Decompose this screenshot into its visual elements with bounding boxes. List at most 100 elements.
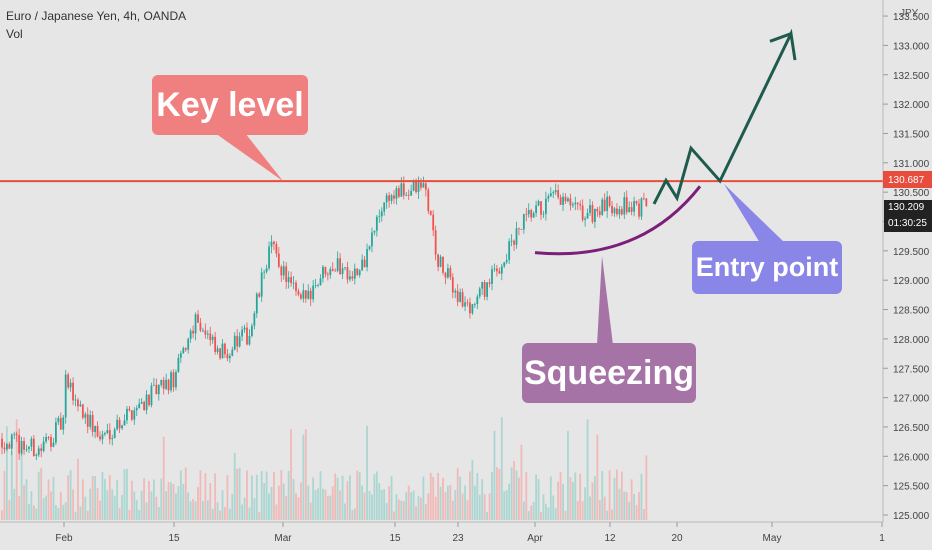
volume-bar [113,495,116,520]
volume-bar [177,486,180,520]
volume-bar [57,507,60,520]
volume-bar [72,489,74,520]
volume-bar [569,477,572,520]
volume-bar [15,419,18,520]
volume-bar [64,502,67,520]
candle-body [341,268,344,275]
entry-point-callout-text: Entry point [695,252,839,282]
volume-bar [153,479,155,520]
volume-bar [326,496,329,520]
volume-bar [393,511,395,520]
volume-bar [148,480,150,520]
candle-body [170,372,172,391]
volume-bar [498,468,501,520]
candle-body [309,290,312,300]
candle-body [557,190,560,198]
candle-body [263,271,266,273]
candle-body [130,410,133,420]
candle-body [214,336,217,352]
chart-title: Euro / Japanese Yen, 4h, OANDA [6,9,187,23]
candle-body [37,448,40,455]
y-tick-label: 126.500 [893,423,930,434]
candle-body [304,290,307,299]
candle-body [204,330,207,335]
candle-body [143,401,145,411]
volume-bar [91,475,94,520]
candle-body [586,212,589,219]
candle-body [451,277,454,293]
volume-bar [473,485,476,520]
volume-bar [37,471,40,520]
key-level-callout: Key level [152,75,308,135]
volume-bar [295,493,297,520]
volume-bar [260,471,263,520]
volume-bar [140,490,143,520]
candle-body [638,203,640,217]
volume-bar [496,467,498,520]
candle-body [162,379,165,389]
volume-bar [429,472,432,520]
candle-body [260,272,263,297]
candle-body [287,277,290,282]
candle-body [179,353,182,358]
volume-bar [226,475,229,520]
candle-body [329,268,332,275]
candle-body [510,240,513,242]
volume-bar [412,490,415,520]
volume-bar [633,494,635,520]
candle-body [290,277,292,284]
candle-body [219,348,221,359]
volume-bar [265,471,268,520]
volume-bar [282,483,285,520]
key-level-price-label: 130.687 [888,175,925,186]
candle-body [363,259,366,268]
candle-body [415,181,417,193]
volume-bar [616,469,618,520]
volume-bar [486,511,488,520]
candle-body [613,208,616,214]
x-axis-ticks: Feb 15 Mar 15 23 Apr 12 20 May 1 [55,522,885,544]
candle-body [378,216,381,218]
volume-bar [55,505,57,520]
candle-body [623,197,626,215]
candle-body [520,229,523,230]
volume-bar [302,434,305,520]
candle-body [322,266,324,279]
y-tick-label: 125.000 [893,511,930,522]
volume-bar [204,473,207,520]
candle-body [515,228,518,245]
candle-body [633,201,635,212]
candle-body [442,256,444,273]
candle-body [319,278,322,286]
candle-body [69,382,72,388]
candle-body [285,266,288,282]
current-price-label: 130.209 [888,202,925,213]
volume-bar [415,506,417,520]
volume-bar [410,492,413,520]
candle-body [302,290,305,299]
volume-bar [74,511,77,520]
candle-body [334,270,337,272]
candle-body [177,357,180,372]
candle-body [336,258,339,271]
volume-bar [89,488,92,520]
volume-bar [525,471,528,520]
volume-bar [500,417,503,520]
volume-bar [449,484,452,520]
candle-body [503,262,506,267]
y-tick-label: 132.000 [893,100,930,111]
candle-body [45,436,47,442]
volume-bar [238,468,241,520]
candle-body [317,285,319,286]
volume-bar [322,488,324,520]
volume-bar [130,480,133,520]
candle-body [57,418,60,423]
candle-body [123,420,126,426]
candle-body [67,374,70,388]
volume-bar [143,478,145,520]
volume-bar [542,494,545,520]
volume-bar [461,493,464,520]
candle-body [373,230,376,233]
volume-bar [84,496,87,520]
volume-bar [236,468,239,520]
